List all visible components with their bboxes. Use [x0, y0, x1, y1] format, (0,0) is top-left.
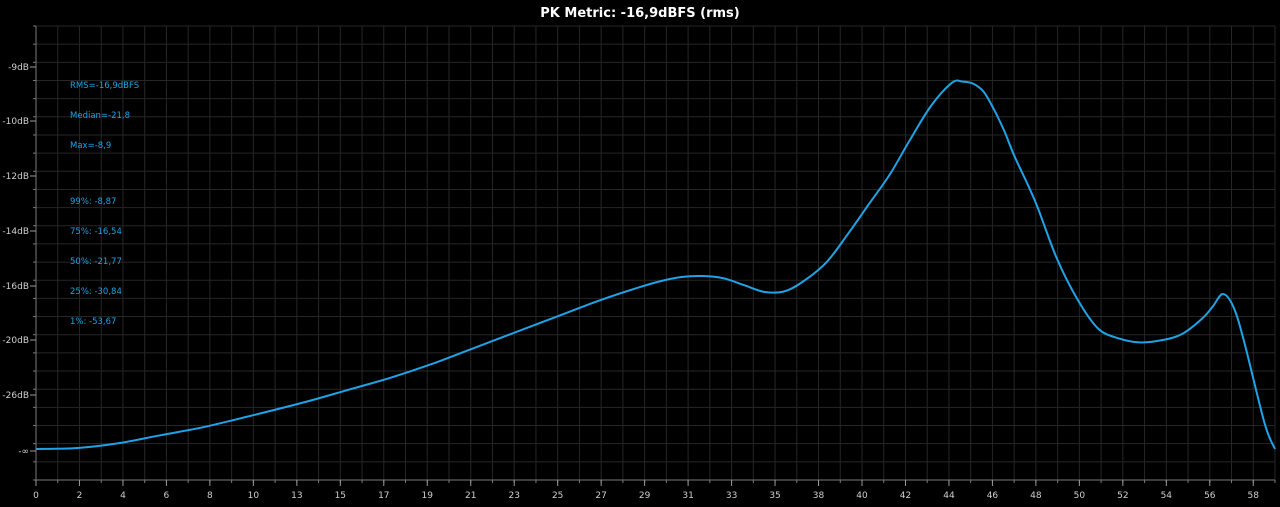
x-tick-label: 19 [422, 491, 434, 501]
x-tick-label: 8 [207, 491, 213, 501]
x-tick-label: 44 [943, 491, 955, 501]
stat-rms: RMS=-16,9dBFS [70, 81, 140, 91]
y-tick-label: -16dB [2, 282, 29, 292]
x-tick-label: 33 [726, 491, 737, 501]
y-tick-label: -∞ [18, 447, 29, 457]
stat-p99: 99%: -8,87 [70, 197, 117, 207]
data-series-line [35, 79, 1276, 450]
x-tick-label: 27 [595, 491, 606, 501]
y-tick-label: -14dB [2, 227, 29, 237]
x-tick-label: 4 [120, 491, 126, 501]
x-tick-label: 23 [508, 491, 519, 501]
stat-p1: 1%: -53,67 [70, 317, 117, 327]
stat-median: Median=-21,8 [70, 111, 131, 121]
x-tick-label: 46 [987, 491, 999, 501]
x-tick-label: 38 [813, 491, 825, 501]
y-tick-label: -20dB [2, 336, 29, 346]
x-tick-label: 50 [1074, 491, 1086, 501]
stat-p25: 25%: -30,84 [70, 287, 122, 297]
x-tick-label: 17 [378, 491, 389, 501]
x-tick-label: 48 [1030, 491, 1042, 501]
stat-p50: 50%: -21,77 [70, 257, 122, 267]
stats-panel: RMS=-16,9dBFS Median=-21,8 Max=-8,9 99%:… [70, 61, 139, 347]
stat-max: Max=-8,9 [70, 141, 112, 151]
x-tick-label: 52 [1117, 491, 1128, 501]
x-tick-label: 21 [465, 491, 476, 501]
chart-title: PK Metric: -16,9dBFS (rms) [540, 6, 740, 21]
y-tick-label: -10dB [2, 117, 29, 127]
x-tick-label: 35 [769, 491, 780, 501]
x-tick-label: 42 [900, 491, 911, 501]
x-tick-label: 10 [248, 491, 260, 501]
x-tick-label: 6 [164, 491, 170, 501]
x-tick-label: 25 [552, 491, 563, 501]
x-tick-label: 0 [33, 491, 39, 501]
x-tick-label: 56 [1204, 491, 1216, 501]
stat-p75: 75%: -16,54 [70, 227, 122, 237]
y-tick-label: -12dB [2, 172, 29, 182]
grid [35, 25, 1276, 481]
x-tick-label: 13 [291, 491, 302, 501]
x-tick-label: 40 [856, 491, 868, 501]
x-tick-label: 54 [1161, 491, 1173, 501]
plot-background [36, 26, 1275, 480]
x-tick-label: 15 [335, 491, 346, 501]
x-tick-label: 31 [682, 491, 693, 501]
x-tick-label: 2 [77, 491, 83, 501]
x-tick-label: 58 [1248, 491, 1260, 501]
y-tick-label: -26dB [2, 391, 29, 401]
x-tick-label: 29 [639, 491, 651, 501]
y-tick-label: -9dB [8, 63, 29, 73]
